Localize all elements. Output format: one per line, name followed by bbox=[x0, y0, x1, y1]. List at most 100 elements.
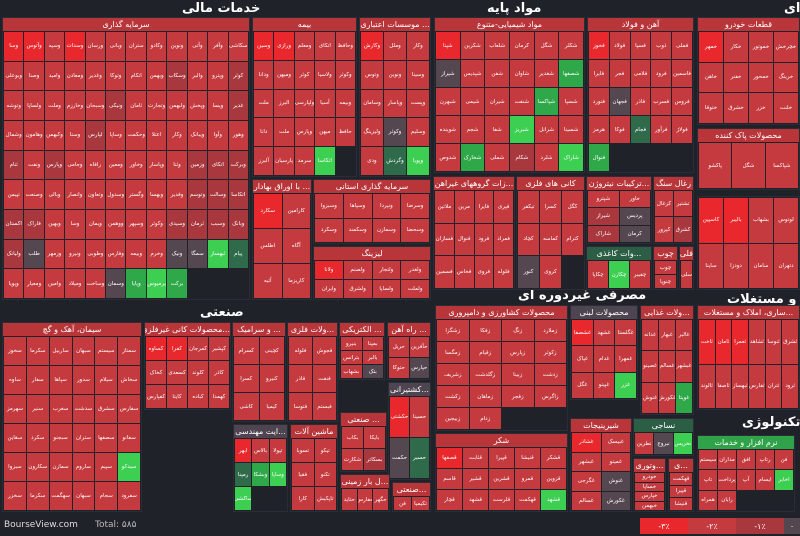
industry-header[interactable]: نرم افزار و خدمات bbox=[698, 436, 794, 449]
stock-tile[interactable]: شکلر bbox=[559, 32, 583, 59]
stock-tile[interactable]: قچار bbox=[437, 490, 462, 510]
stock-tile[interactable]: حسینا bbox=[410, 397, 429, 437]
stock-tile[interactable]: خچرخش bbox=[774, 32, 798, 62]
stock-tile[interactable]: کچینی bbox=[259, 337, 284, 364]
industry-header[interactable]: لیزینگ bbox=[314, 247, 430, 260]
stock-tile[interactable]: ملاتین bbox=[435, 191, 454, 223]
stock-tile[interactable]: خمهر bbox=[699, 32, 723, 62]
stock-tile[interactable]: اتکاسا bbox=[228, 180, 248, 209]
stock-tile[interactable]: وسکمند bbox=[343, 218, 372, 242]
stock-tile[interactable]: پرداخت bbox=[718, 470, 736, 490]
stock-tile[interactable]: بالبر bbox=[362, 351, 383, 364]
stock-tile[interactable]: وسنا bbox=[65, 120, 85, 150]
stock-tile[interactable]: حپارس bbox=[409, 358, 429, 378]
stock-tile[interactable]: ثالوند bbox=[699, 364, 715, 408]
stock-tile[interactable]: حکشتی bbox=[390, 397, 409, 437]
stock-tile[interactable]: وملت bbox=[44, 91, 65, 120]
stock-tile[interactable]: غشصفا bbox=[572, 320, 593, 346]
stock-tile[interactable]: ویسا bbox=[208, 91, 228, 120]
stock-tile[interactable]: سصفها bbox=[95, 424, 118, 452]
stock-tile[interactable]: کرمان bbox=[619, 225, 650, 242]
stock-tile[interactable]: غبهار bbox=[659, 320, 675, 351]
stock-tile[interactable]: ونیکی bbox=[106, 91, 126, 120]
stock-tile[interactable]: شملی bbox=[485, 144, 509, 171]
stock-tile[interactable]: فجوش bbox=[313, 337, 336, 364]
stock-tile[interactable]: شیراز bbox=[588, 208, 619, 225]
stock-tile[interactable]: شکام bbox=[509, 144, 534, 171]
industry-header[interactable]: شکر bbox=[436, 434, 567, 447]
stock-tile[interactable]: وبانک bbox=[228, 209, 248, 239]
stock-tile[interactable]: فایرا bbox=[589, 60, 609, 87]
stock-tile[interactable]: قشهد bbox=[463, 490, 488, 510]
stock-tile[interactable]: ایسام bbox=[756, 470, 774, 490]
stock-tile[interactable]: خودرو bbox=[635, 473, 664, 482]
stock-tile[interactable]: وحکمت bbox=[126, 120, 146, 150]
stock-tile[interactable]: پاکشو bbox=[699, 143, 732, 188]
industry-box[interactable]: بیمه وسین ورازی ومعلم اتکای وحافظ ودانا ومیهن کو… bbox=[252, 17, 357, 177]
stock-tile[interactable]: تکیمیا bbox=[412, 497, 429, 510]
stock-tile[interactable]: ملت bbox=[254, 89, 274, 118]
stock-tile[interactable]: کوثر bbox=[228, 61, 248, 91]
stock-tile[interactable]: سمتاز bbox=[118, 337, 140, 365]
stock-tile[interactable]: وفارس bbox=[106, 239, 126, 269]
industry-box[interactable]: ...ولات غذایی غدانه غبهار غالبر غصینو غسالم غب… bbox=[640, 305, 694, 415]
stock-tile[interactable]: سفرود bbox=[118, 482, 140, 510]
stock-tile[interactable]: کسرا bbox=[234, 365, 259, 392]
stock-tile[interactable]: لوتوس bbox=[774, 198, 798, 243]
stock-tile[interactable]: ثامان bbox=[126, 91, 146, 120]
stock-tile[interactable]: فنورد bbox=[589, 88, 609, 115]
stock-tile[interactable]: غبشهر bbox=[572, 452, 601, 471]
stock-tile[interactable]: خبهمن bbox=[635, 501, 664, 510]
stock-tile[interactable]: وسیدی bbox=[167, 209, 187, 239]
stock-tile[interactable]: ثاصفا bbox=[715, 364, 732, 408]
stock-tile[interactable]: کاشی bbox=[234, 393, 259, 420]
stock-tile[interactable]: غشهد bbox=[593, 320, 615, 346]
stock-tile[interactable]: نخریس bbox=[673, 433, 692, 454]
industry-box[interactable]: ماشین آلات تسوبا تیکو فقیا تکنو کارا تاپکیش bbox=[290, 424, 338, 512]
stock-tile[interactable]: قهکمت bbox=[670, 473, 692, 485]
stock-tile[interactable]: شاراک bbox=[559, 144, 583, 171]
stock-tile[interactable]: فجر bbox=[609, 60, 630, 87]
industry-box[interactable]: ...کشتیرانی حکشتی حسینا حکمت حسیر bbox=[388, 382, 431, 480]
stock-tile[interactable]: وکوثر bbox=[384, 118, 406, 147]
stock-tile[interactable]: قثابت bbox=[463, 448, 488, 468]
brand-logo-text[interactable]: BourseView.com bbox=[4, 520, 78, 530]
stock-tile[interactable]: سکاشی bbox=[228, 32, 248, 61]
stock-tile[interactable]: خلنت bbox=[774, 93, 798, 123]
stock-tile[interactable]: رتاپ bbox=[756, 450, 774, 470]
stock-tile[interactable]: سهرمز bbox=[4, 395, 26, 423]
stock-tile[interactable]: ساکشی bbox=[235, 487, 252, 510]
stock-tile[interactable]: وملل bbox=[384, 32, 406, 60]
stock-tile[interactable]: شگل bbox=[732, 143, 765, 188]
stock-tile[interactable]: وپارس bbox=[294, 118, 315, 147]
stock-tile[interactable]: فنفت bbox=[313, 365, 336, 392]
stock-tile[interactable]: فولاژ bbox=[672, 116, 692, 143]
stock-tile[interactable]: خرینگ bbox=[774, 62, 798, 93]
stock-tile[interactable]: دودزا bbox=[724, 243, 748, 288]
stock-tile[interactable]: ابهر bbox=[235, 439, 252, 462]
stock-tile[interactable]: وسا bbox=[4, 32, 24, 61]
stock-tile[interactable]: فایرا bbox=[474, 191, 494, 223]
stock-tile[interactable]: فخوز bbox=[589, 32, 609, 59]
stock-tile[interactable]: وسامان bbox=[361, 89, 383, 118]
stock-tile[interactable]: سخاش bbox=[118, 366, 140, 394]
stock-tile[interactable]: فرود bbox=[474, 223, 494, 256]
industry-header[interactable]: مواد شیمیایی-متنوع bbox=[435, 18, 584, 31]
stock-tile[interactable]: غگل bbox=[572, 372, 593, 398]
stock-tile[interactable]: ثاخت bbox=[699, 320, 715, 364]
industry-box[interactable]: شکر قصفها قثابت قپیرا قنیشا قشکر قاسم قشیر قشرین… bbox=[435, 433, 568, 512]
stock-tile[interactable]: زبینا bbox=[502, 364, 534, 385]
stock-tile[interactable]: غبشهر bbox=[676, 351, 692, 382]
stock-tile[interactable]: خپارس bbox=[635, 492, 664, 501]
stock-tile[interactable]: ویمان bbox=[85, 209, 106, 239]
stock-tile[interactable]: ونپردا bbox=[372, 194, 401, 218]
stock-tile[interactable]: قنیشا bbox=[670, 498, 692, 510]
stock-tile[interactable]: وبانی bbox=[106, 32, 126, 61]
stock-tile[interactable]: سکارون bbox=[26, 453, 49, 481]
industry-header[interactable]: ...ل بار زمینی bbox=[341, 475, 389, 488]
stock-tile[interactable]: فوکا bbox=[609, 116, 630, 143]
stock-tile[interactable]: ونیرو bbox=[65, 239, 85, 269]
stock-tile[interactable]: وسپهر bbox=[126, 209, 146, 239]
industry-header[interactable]: ... الکتریکی bbox=[340, 323, 384, 336]
stock-tile[interactable]: سکرما bbox=[26, 482, 49, 510]
